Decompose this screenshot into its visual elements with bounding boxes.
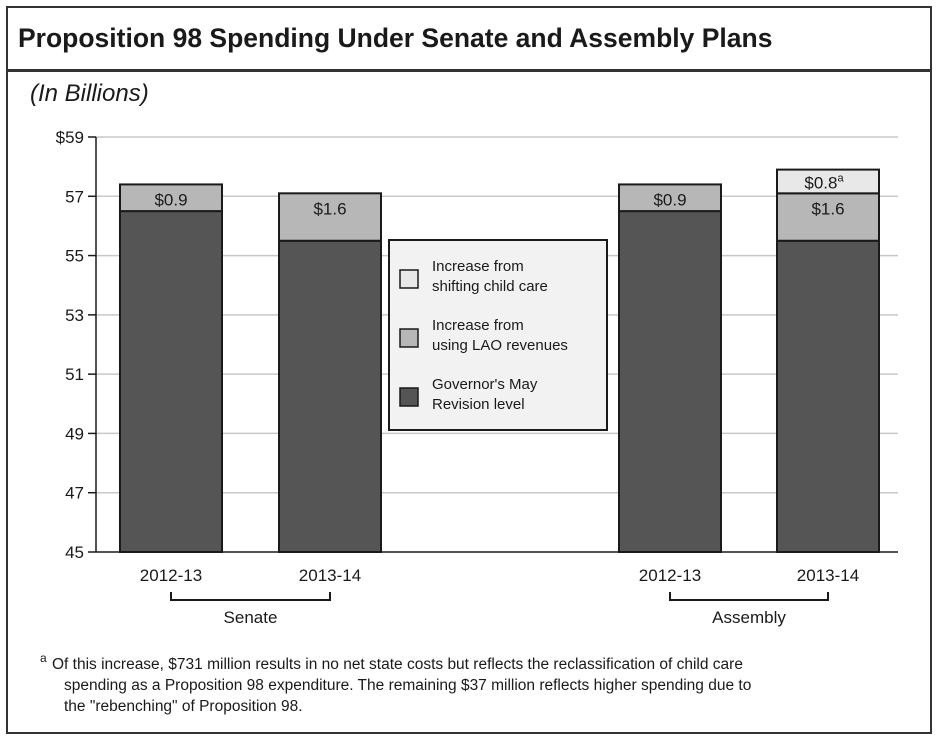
y-tick-label: 45: [65, 543, 84, 562]
data-label: $0.8a: [804, 173, 844, 193]
group-label: Assembly: [712, 608, 786, 627]
legend-label: Revision level: [432, 396, 525, 413]
x-tick-label: 2012-13: [140, 566, 202, 585]
bar-segment-governor: [618, 210, 722, 553]
bar-segment-childcare: [776, 168, 880, 195]
footnote-marker: a: [40, 651, 47, 665]
bar-segment-lao: [119, 183, 223, 213]
y-tick-label: $59: [56, 128, 84, 147]
legend-swatch-lao: [399, 328, 419, 348]
bar-segment-governor: [776, 239, 880, 553]
group-bracket: [669, 592, 829, 601]
chart-subtitle: (In Billions): [30, 80, 149, 107]
bar-segment-governor: [278, 239, 382, 553]
footnote-line: the "rebenching" of Proposition 98.: [64, 698, 303, 715]
data-label: $0.9: [154, 190, 187, 209]
y-tick-label: 57: [65, 187, 84, 206]
legend-label: shifting child care: [432, 278, 548, 295]
y-tick-label: 49: [65, 424, 84, 443]
y-tick-label: 51: [65, 365, 84, 384]
legend-swatch-governor: [399, 387, 419, 407]
group-bracket: [170, 592, 331, 601]
legend-swatch-childcare: [399, 269, 419, 289]
footnote-line: Of this increase, $731 million results i…: [52, 656, 743, 673]
data-label: $1.6: [811, 199, 844, 218]
legend-label: using LAO revenues: [432, 337, 568, 354]
y-tick-label: 53: [65, 306, 84, 325]
chart-title: Proposition 98 Spending Under Senate and…: [18, 23, 773, 53]
legend-label: Increase from: [432, 317, 524, 334]
bar-segment-lao: [278, 192, 382, 242]
x-tick-label: 2012-13: [639, 566, 701, 585]
bar-segment-governor: [119, 210, 223, 553]
data-label: $1.6: [313, 199, 346, 218]
bar-segment-lao: [618, 183, 722, 213]
y-tick-label: 55: [65, 247, 84, 266]
legend-label: Governor's May: [432, 376, 538, 393]
y-tick-label: 47: [65, 484, 84, 503]
legend-label: Increase from: [432, 258, 524, 275]
group-label: Senate: [224, 608, 278, 627]
x-tick-label: 2013-14: [299, 566, 361, 585]
footnote: a Of this increase, $731 million results…: [40, 651, 912, 717]
x-tick-label: 2013-14: [797, 566, 859, 585]
data-label: $0.9: [653, 190, 686, 209]
footnote-line: spending as a Proposition 98 expenditure…: [64, 677, 752, 694]
title-bar: Proposition 98 Spending Under Senate and…: [8, 8, 930, 72]
footnote-superscript: a: [837, 173, 844, 185]
legend-box: [388, 239, 608, 431]
